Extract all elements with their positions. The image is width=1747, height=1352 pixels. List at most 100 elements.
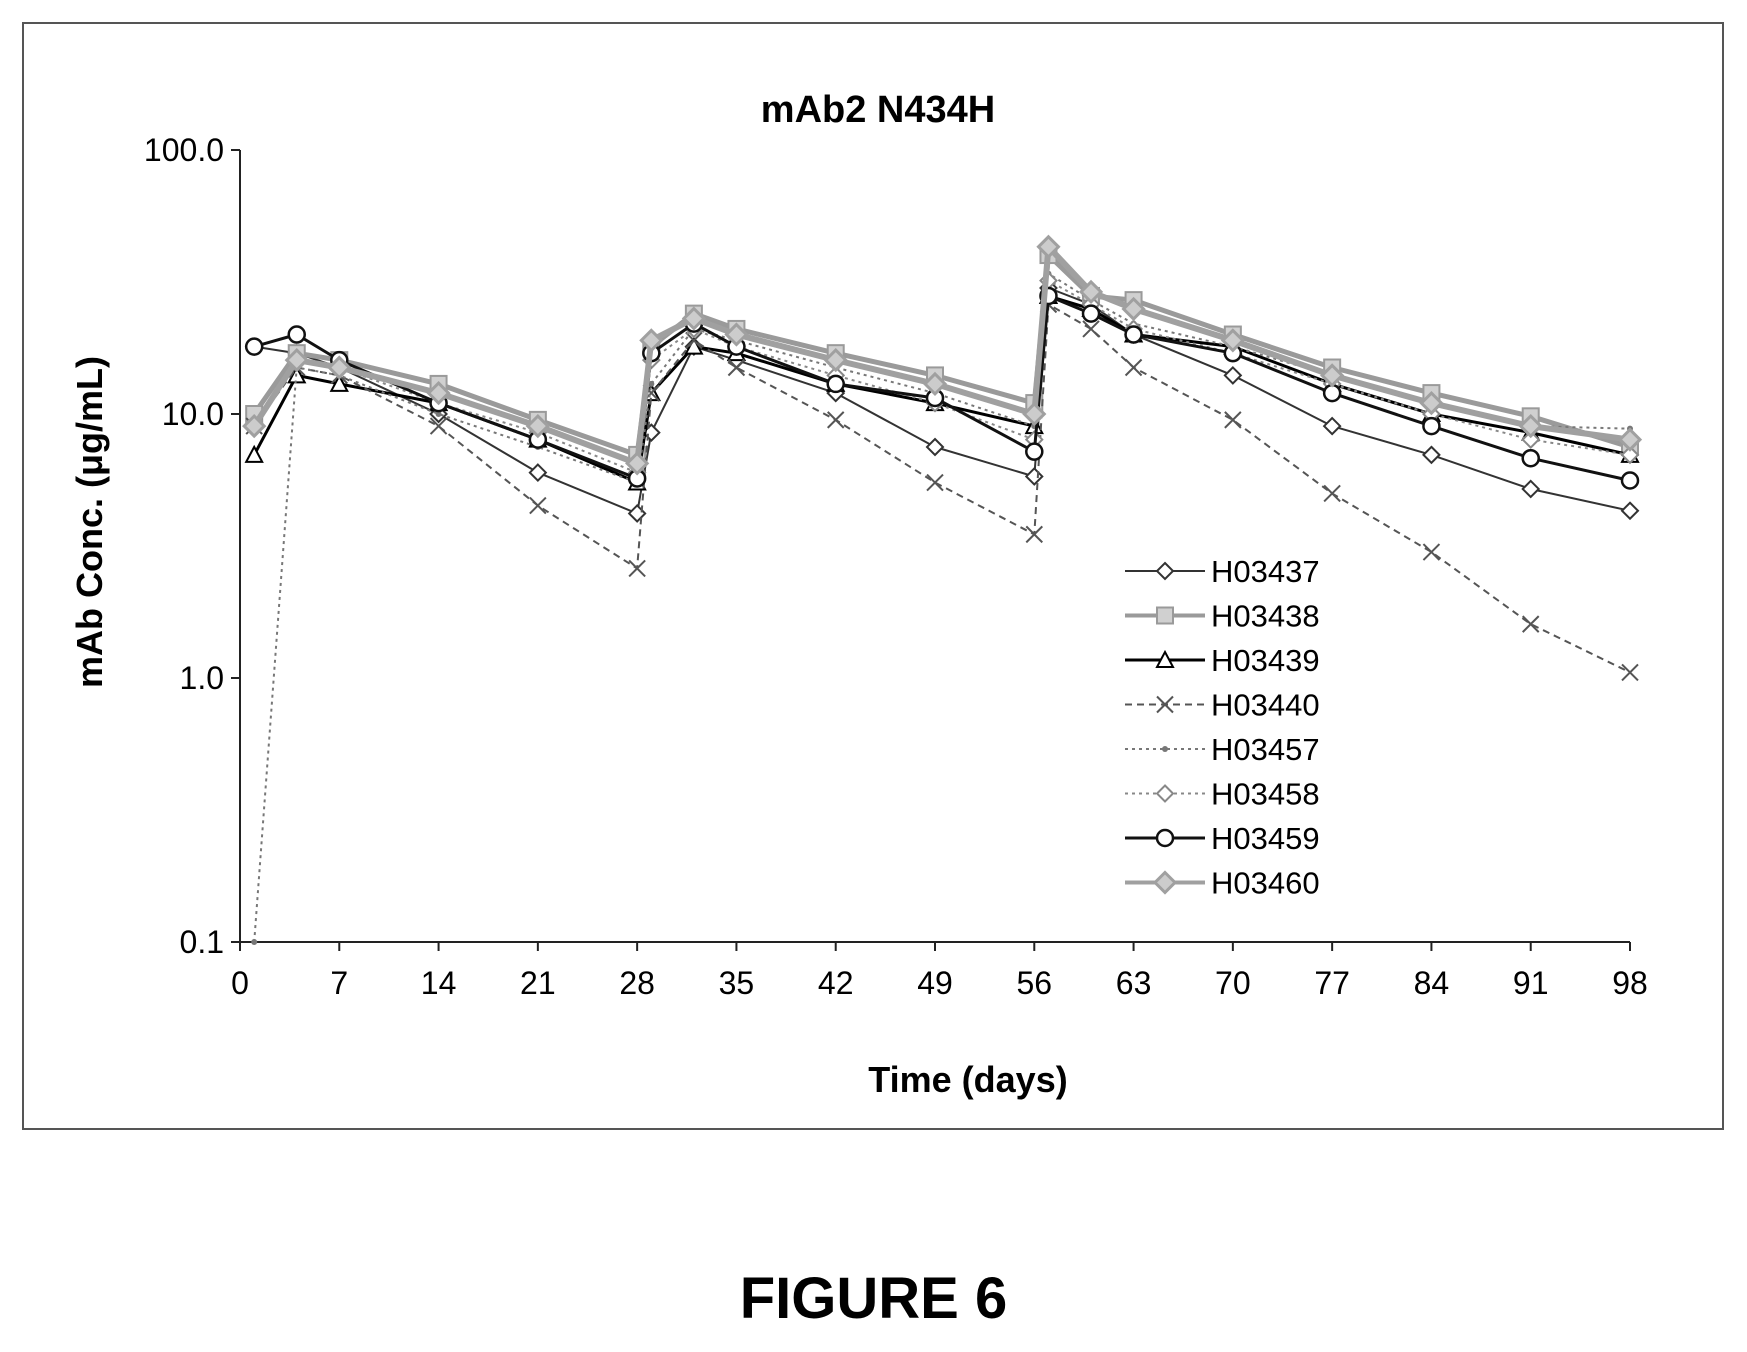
data-point xyxy=(1155,649,1175,668)
data-point xyxy=(1124,358,1143,377)
data-point xyxy=(244,444,264,463)
data-point xyxy=(1522,615,1540,633)
data-point xyxy=(826,374,845,394)
y-tick-label: 100.0 xyxy=(144,132,224,168)
data-point xyxy=(435,411,442,417)
data-point xyxy=(1155,561,1175,581)
figure-caption: FIGURE 6 xyxy=(739,1266,1008,1331)
x-tick-label: 28 xyxy=(619,965,655,1001)
data-point xyxy=(1224,411,1242,429)
data-point xyxy=(925,437,945,457)
x-tick-label: 49 xyxy=(917,965,953,1001)
series-line xyxy=(252,252,1631,458)
data-point xyxy=(242,413,267,439)
data-point xyxy=(1081,304,1101,323)
legend-item: H03459 xyxy=(1125,821,1320,856)
data-point xyxy=(1155,784,1175,803)
data-point xyxy=(1422,416,1441,436)
legend-label: H03457 xyxy=(1211,732,1320,767)
data-point xyxy=(1422,543,1441,561)
y-tick-label: 0.1 xyxy=(180,924,224,960)
legend-label: H03438 xyxy=(1211,599,1320,634)
data-point xyxy=(625,451,650,476)
chart-title: mAb2 N434H xyxy=(761,89,995,131)
data-point xyxy=(1124,325,1143,344)
legend-label: H03440 xyxy=(1211,688,1320,723)
data-point xyxy=(1022,401,1047,427)
x-axis-label: Time (days) xyxy=(868,1059,1067,1100)
legend-item: H03439 xyxy=(1125,643,1320,678)
series-line xyxy=(253,303,1631,674)
data-point xyxy=(1025,442,1044,461)
data-point xyxy=(1024,467,1044,486)
data-point xyxy=(1323,484,1341,503)
legend-label: H03439 xyxy=(1211,643,1320,678)
x-tick-label: 70 xyxy=(1215,965,1251,1001)
data-point xyxy=(685,331,703,350)
data-point xyxy=(639,328,664,353)
series-layer xyxy=(242,234,1643,945)
data-point xyxy=(1078,279,1104,305)
data-point xyxy=(244,337,264,356)
legend-item: H03457 xyxy=(1125,732,1320,767)
x-tick-label: 91 xyxy=(1513,965,1549,1001)
data-point xyxy=(1518,413,1543,439)
data-point xyxy=(327,355,352,380)
data-point xyxy=(1620,501,1640,521)
data-point xyxy=(528,463,548,482)
data-point xyxy=(525,413,550,439)
data-point xyxy=(1082,320,1100,338)
data-point xyxy=(724,322,749,347)
series-H03440 xyxy=(245,295,1639,682)
legend: H03437 H03438 H03439 H03440 H03457 H03458 H034… xyxy=(1125,554,1320,901)
data-point xyxy=(1320,363,1345,388)
data-point xyxy=(1422,445,1441,465)
data-point xyxy=(648,380,655,387)
x-tick-label: 63 xyxy=(1116,965,1152,1001)
data-point xyxy=(1621,663,1639,682)
x-tick-label: 98 xyxy=(1612,965,1648,1001)
legend-item: H03460 xyxy=(1125,866,1320,901)
legend-label: H03460 xyxy=(1211,866,1320,901)
data-point xyxy=(329,373,349,392)
data-point xyxy=(1162,746,1168,752)
x-tick-label: 35 xyxy=(719,965,755,1001)
data-point xyxy=(922,371,948,397)
axes: 0 7 14 21 28 35 42 49 56 63 70 77 84 91 98 0.1 1.0 10.0 10… xyxy=(144,132,1648,1001)
x-tick-label: 77 xyxy=(1314,965,1350,1001)
legend-label: H03459 xyxy=(1211,821,1320,856)
data-point xyxy=(1419,390,1444,416)
legend-label: H03458 xyxy=(1211,777,1320,812)
x-tick-label: 0 xyxy=(231,965,249,1001)
data-point xyxy=(1152,870,1178,895)
data-point xyxy=(251,939,258,945)
data-point xyxy=(1156,695,1174,714)
y-tick-label: 1.0 xyxy=(180,660,224,696)
data-point xyxy=(1620,471,1640,490)
data-point xyxy=(1121,296,1146,322)
legend-label: H03437 xyxy=(1211,554,1320,589)
data-point xyxy=(1220,328,1245,353)
data-point xyxy=(926,473,944,492)
x-tick-label: 42 xyxy=(818,965,854,1001)
data-point xyxy=(628,559,646,578)
x-tick-label: 56 xyxy=(1016,965,1052,1001)
series-H03460 xyxy=(242,234,1643,476)
data-point xyxy=(529,496,547,515)
y-tick-label: 10.0 xyxy=(162,396,224,432)
y-axis-label: mAb Conc. (μg/mL) xyxy=(69,356,110,688)
figure-frame xyxy=(22,22,1724,1130)
data-point xyxy=(1620,445,1640,465)
data-point xyxy=(1156,606,1174,625)
data-point xyxy=(727,358,746,377)
data-point xyxy=(681,306,706,331)
x-tick-label: 21 xyxy=(520,965,556,1001)
series-line xyxy=(254,287,1631,515)
data-point xyxy=(1155,828,1175,848)
data-point xyxy=(284,347,309,373)
data-point xyxy=(1025,525,1043,544)
data-point xyxy=(1521,479,1541,499)
data-point xyxy=(1036,234,1061,259)
series-line xyxy=(253,279,1631,474)
